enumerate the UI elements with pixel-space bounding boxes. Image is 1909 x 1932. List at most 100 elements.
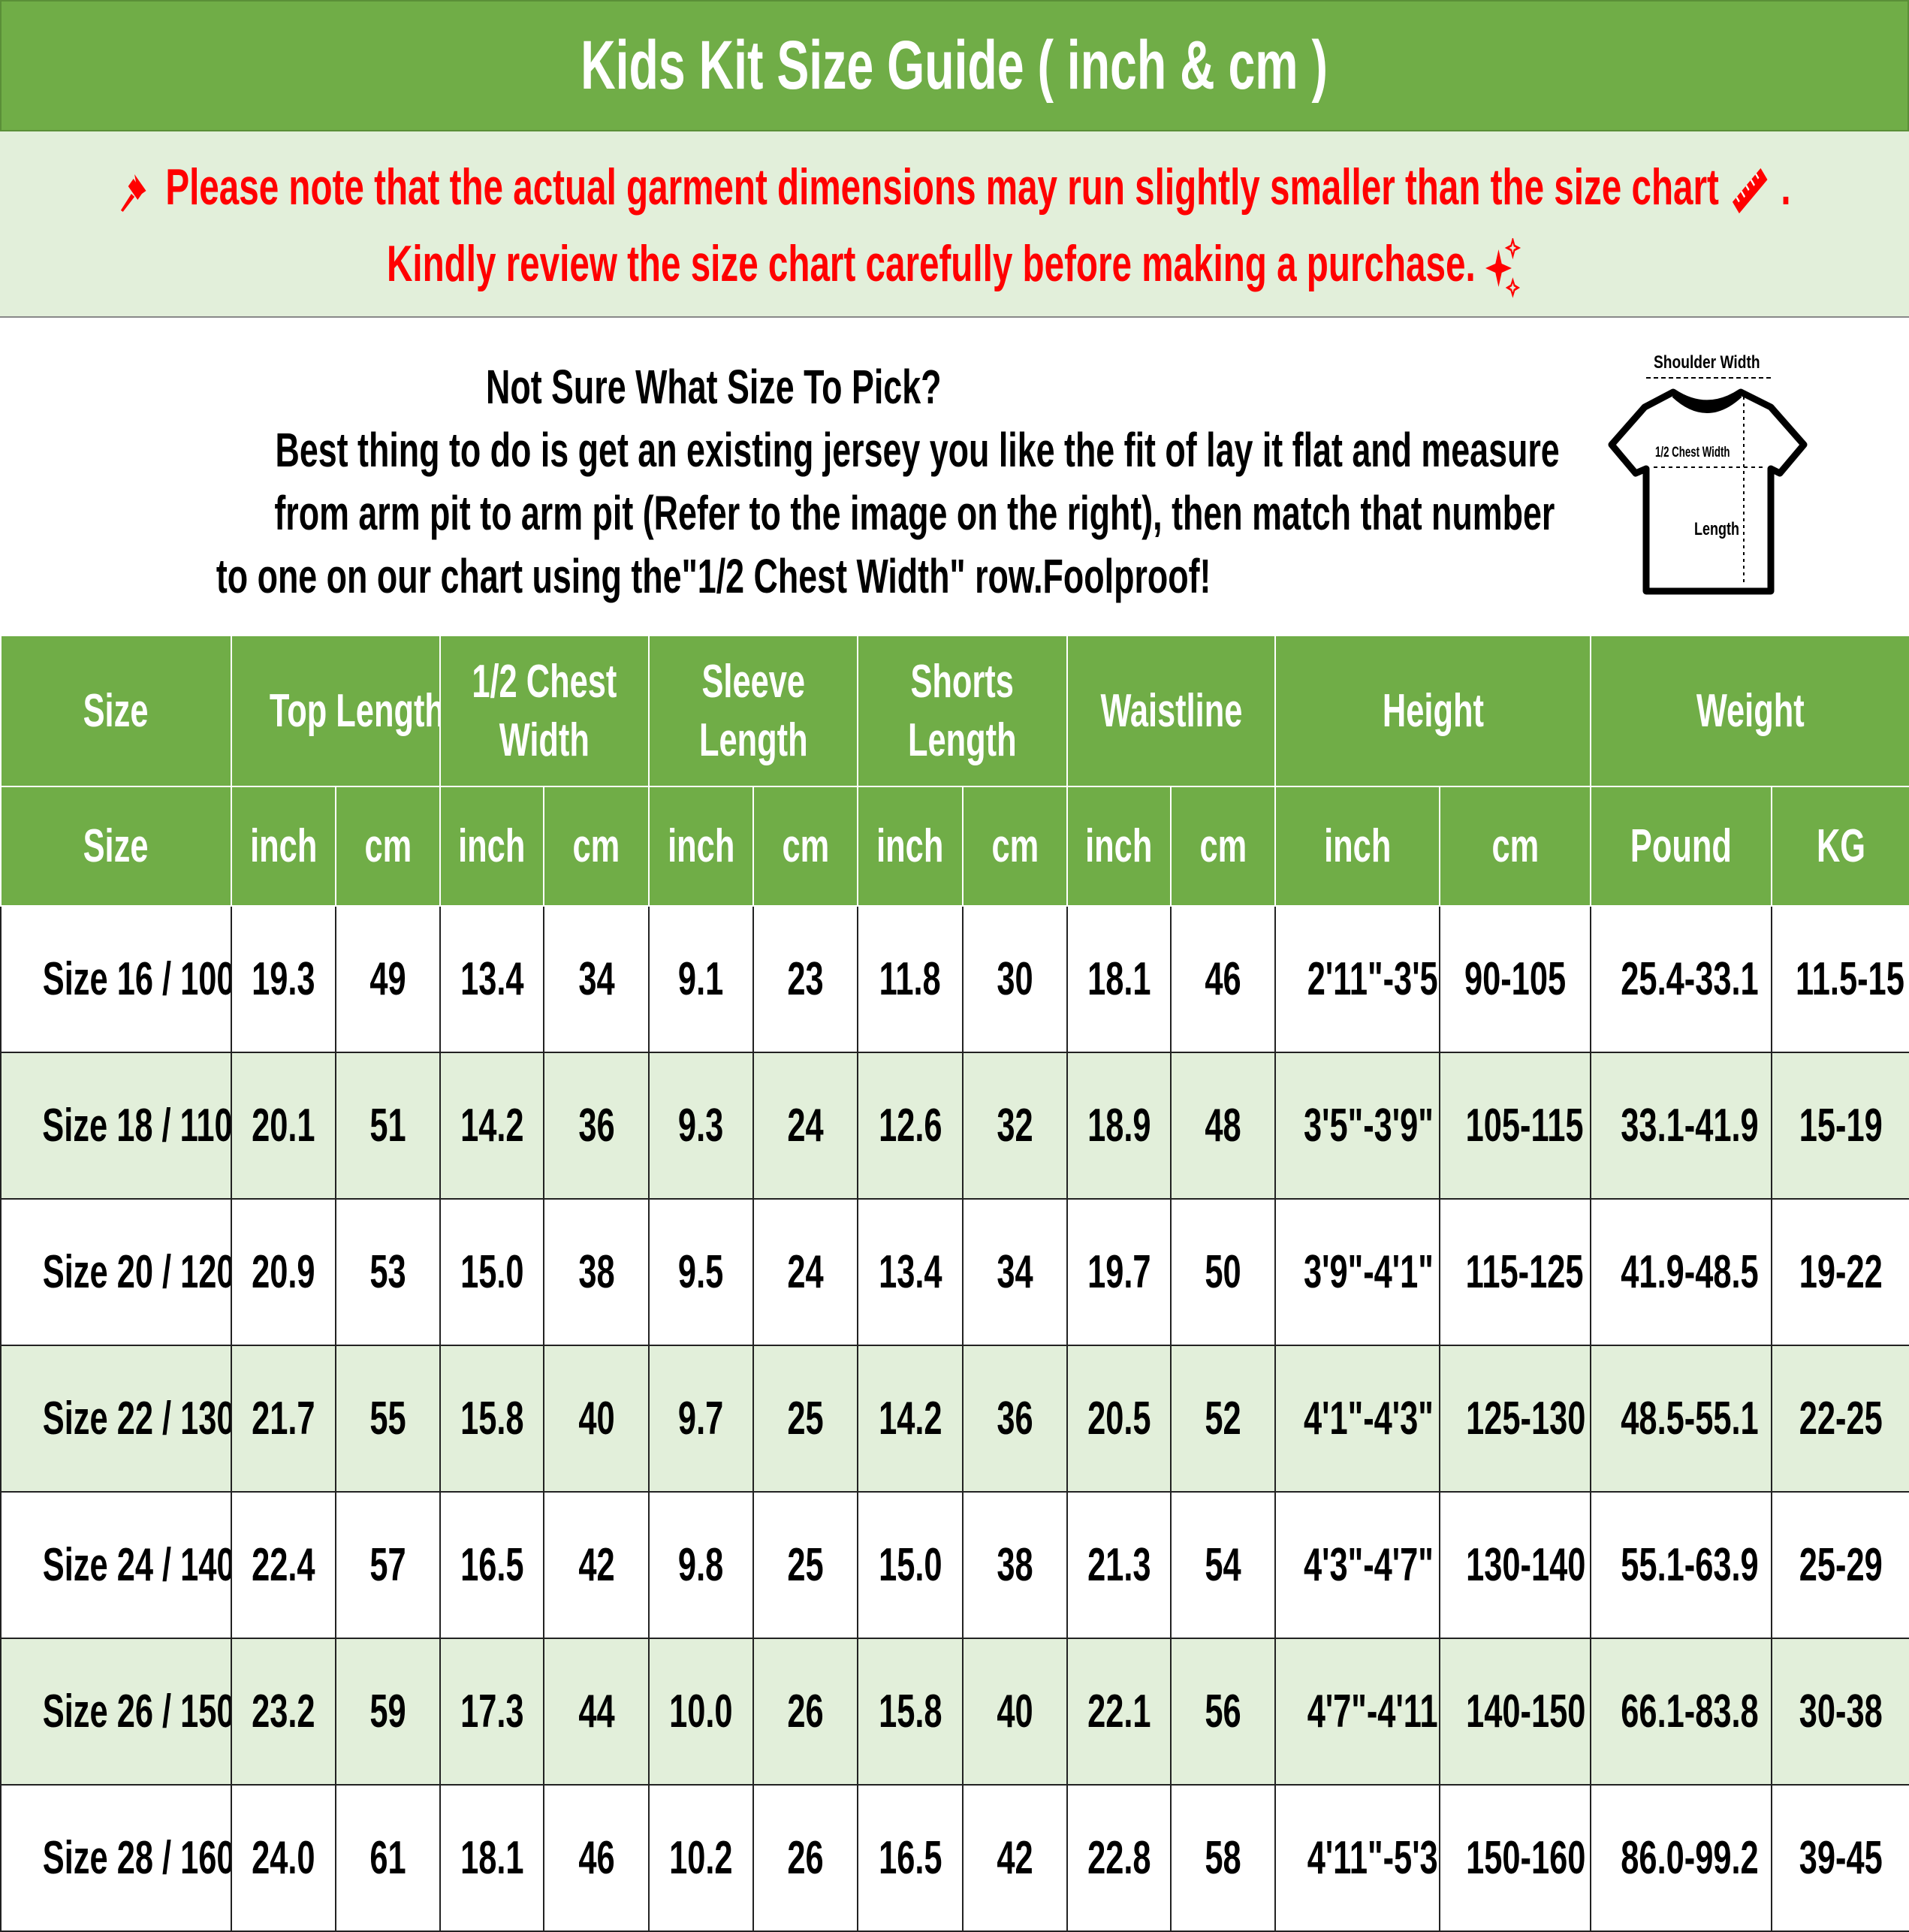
value-cell: 20.9 [231,1198,336,1346]
cell-text: 4'1"-4'3" [1304,1393,1434,1444]
value-cell: 21.3 [1066,1491,1172,1639]
cell-text: 40 [578,1393,615,1444]
value-cell: 13.4 [857,1198,964,1346]
cell-text: 4'11"-5'3" [1307,1832,1440,1884]
value-cell: 18.1 [1066,905,1172,1053]
column-header: Top Length [230,635,442,787]
table-row: Size 28 / 160 24.0 61 18.1 46 10.2 26 16.5 42 22.… [0,1784,1909,1932]
value-cell: 21.7 [231,1345,336,1493]
value-cell: 25 [752,1345,859,1493]
value-cell: 15.8 [857,1638,964,1786]
unit-header: inch [648,786,755,907]
unit-header: cm [752,786,859,907]
value-cell: 32 [962,1052,1069,1200]
value-cell: 9.8 [648,1491,755,1639]
cell-text: 19-22 [1799,1246,1883,1298]
column-header-text: Weight [1696,684,1805,737]
value-cell: 10.0 [648,1638,755,1786]
cell-text: 22.4 [252,1539,315,1591]
pushpin-icon [120,174,146,213]
unit-header-text: cm [1491,820,1539,872]
cell-text: 90-105 [1464,953,1567,1005]
cell-text: 15.8 [878,1686,942,1737]
value-cell: 30 [962,905,1069,1053]
unit-header: cm [334,786,442,907]
chest-width-label: 1/2 Chest Width [1655,445,1730,460]
value-cell: 3'9"-4'1" [1274,1198,1441,1346]
shoulder-width-label: Shoulder Width [1654,352,1760,373]
cell-text: 15.8 [460,1393,524,1444]
cell-text: 39-45 [1799,1832,1883,1884]
cell-text: 36 [578,1100,615,1152]
size-cell: Size 24 / 140 [0,1491,232,1639]
cell-text: 86.0-99.2 [1621,1832,1759,1884]
cell-text: 2'11"-3'5" [1307,953,1440,1005]
cell-text: Size 16 / 100 [42,953,231,1005]
size-chart-table: Size Top Length 1/2 Chest Width Sleeve Length… [0,635,1909,1932]
cell-text: 23.2 [252,1686,315,1737]
cell-text: Size 28 / 160 [42,1832,231,1884]
value-cell: 16.5 [857,1784,964,1932]
fit-guide: Not Sure What Size To Pick? Best thing t… [0,318,1909,635]
column-header-text: Height [1382,684,1484,737]
value-cell: 42 [962,1784,1069,1932]
info-heading: Not Sure What Size To Pick? [485,360,942,414]
unit-header: inch [439,786,545,907]
value-cell: 40 [543,1345,650,1493]
cell-text: 24.0 [252,1832,315,1884]
cell-text: 51 [369,1100,406,1152]
cell-text: 15.0 [878,1539,942,1591]
value-cell: 48.5-55.1 [1590,1345,1773,1493]
column-header: Size [0,635,232,787]
value-cell: 9.7 [648,1345,755,1493]
value-cell: 125-130 [1439,1345,1592,1493]
column-header: Sleeve Length [648,635,859,787]
cell-text: 13.4 [460,953,524,1005]
table-row: Size 20 / 120 20.9 53 15.0 38 9.5 24 13.4 34 19.7… [0,1198,1909,1346]
cell-text: 49 [369,953,406,1005]
cell-text: 38 [997,1539,1033,1591]
cell-text: 44 [578,1686,615,1737]
value-cell: 58 [1170,1784,1277,1932]
value-cell: 52 [1170,1345,1277,1493]
value-cell: 9.5 [648,1198,755,1346]
unit-header-text: cm [364,820,412,872]
cell-text: 32 [997,1100,1033,1152]
column-header-text: Width [499,714,590,766]
value-cell: 30-38 [1771,1638,1909,1786]
cell-text: Size 22 / 130 [42,1393,231,1444]
cell-text: 61 [369,1832,406,1884]
unit-header-text: cm [572,820,620,872]
info-line: Best thing to do is get an existing jers… [275,423,1560,477]
cell-text: 53 [369,1246,406,1298]
value-cell: 15-19 [1771,1052,1909,1200]
value-cell: 4'1"-4'3" [1274,1345,1441,1493]
value-cell: 40 [962,1638,1069,1786]
value-cell: 57 [334,1491,442,1639]
cell-text: 3'9"-4'1" [1304,1246,1434,1298]
column-header-text: Top Length [269,684,441,737]
cell-text: Size 24 / 140 [42,1539,231,1591]
cell-text: 33.1-41.9 [1621,1100,1759,1152]
unit-header-text: inch [876,820,944,872]
value-cell: 25-29 [1771,1491,1909,1639]
unit-header: cm [962,786,1069,907]
cell-text: 22-25 [1799,1393,1883,1444]
cell-text: 59 [369,1686,406,1737]
value-cell: 17.3 [439,1638,545,1786]
value-cell: 49 [334,905,442,1053]
value-cell: 25.4-33.1 [1590,905,1773,1053]
value-cell: 4'11"-5'3" [1274,1784,1441,1932]
value-cell: 19-22 [1771,1198,1909,1346]
value-cell: 42 [543,1491,650,1639]
value-cell: 24 [752,1052,859,1200]
size-cell: Size 20 / 120 [0,1198,232,1346]
value-cell: 90-105 [1439,905,1592,1053]
value-cell: 14.2 [857,1345,964,1493]
cell-text: 24 [787,1100,824,1152]
size-cell: Size 26 / 150 [0,1638,232,1786]
value-cell: 26 [752,1638,859,1786]
cell-text: 22.1 [1087,1686,1151,1737]
value-cell: 38 [962,1491,1069,1639]
value-cell: 19.7 [1066,1198,1172,1346]
